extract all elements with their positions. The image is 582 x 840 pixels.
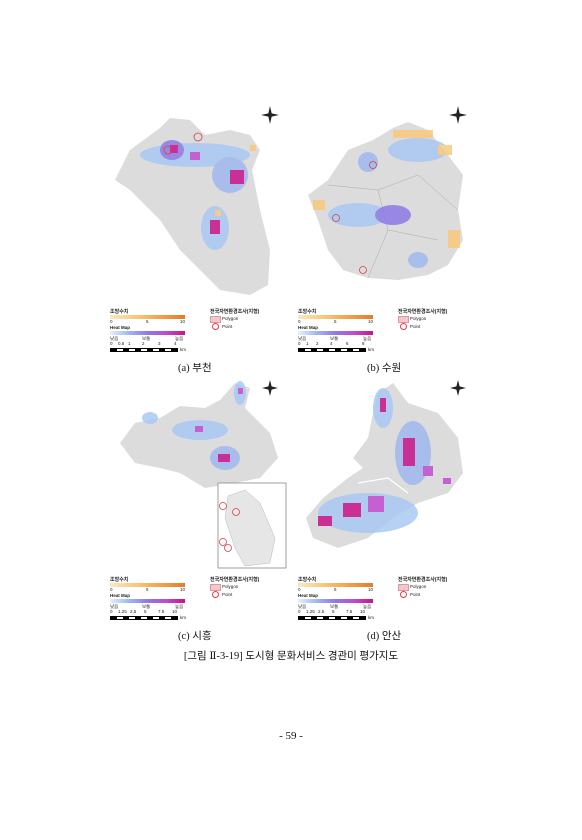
caption-a: (a) 부천 [178,363,212,374]
point-swatch [400,323,407,330]
panel-b: 조망수치 0 5 10 Heat Map 낮음 보통 높음 0 1 2 4 6 … [298,100,478,375]
polygon-swatch [398,584,409,591]
legend-a: 조망수치 0 5 10 Heat Map 낮음 보통 높음 0 0.5 1 2 … [110,309,260,352]
caption-b: (b) 수원 [367,363,402,374]
point-swatch [212,591,219,598]
legend-b: 조망수치 0 5 10 Heat Map 낮음 보통 높음 0 1 2 4 6 … [298,309,448,352]
point-swatch [212,323,219,330]
north-arrow-icon [262,380,278,396]
map-siheung [120,380,287,569]
panel-a: 조망수치 0 5 10 Heat Map 낮음 보통 높음 0 0.5 1 2 … [110,100,290,375]
page-number: - 59 - [279,730,303,742]
north-arrow-icon [449,106,467,124]
map-suwon [308,106,467,280]
caption-c: (c) 시흥 [178,631,212,642]
polygon-swatch [210,584,221,591]
point-swatch [400,591,407,598]
polygon-swatch [398,316,409,323]
polygon-swatch [210,316,221,323]
north-arrow-icon [261,106,279,124]
legend-c: 조망수치 0 5 10 Heat Map 낮음 보통 높음 0 1.25 2.5… [110,577,260,620]
panel-d: 조망수치 0 5 10 Heat Map 낮음 보통 높음 0 1.25 2.5… [298,378,478,628]
panel-c: 조망수치 0 5 10 Heat Map 낮음 보통 높음 0 1.25 2.5… [110,378,290,628]
figure-caption: [그림 Ⅱ-3-19] 도시형 문화서비스 경관미 평가지도 [183,651,399,662]
map-bucheon [115,106,279,295]
caption-d: (d) 안산 [367,631,402,642]
legend-d: 조망수치 0 5 10 Heat Map 낮음 보통 높음 0 1.25 2.5… [298,577,448,620]
map-ansan [306,380,466,548]
north-arrow-icon [450,380,466,396]
